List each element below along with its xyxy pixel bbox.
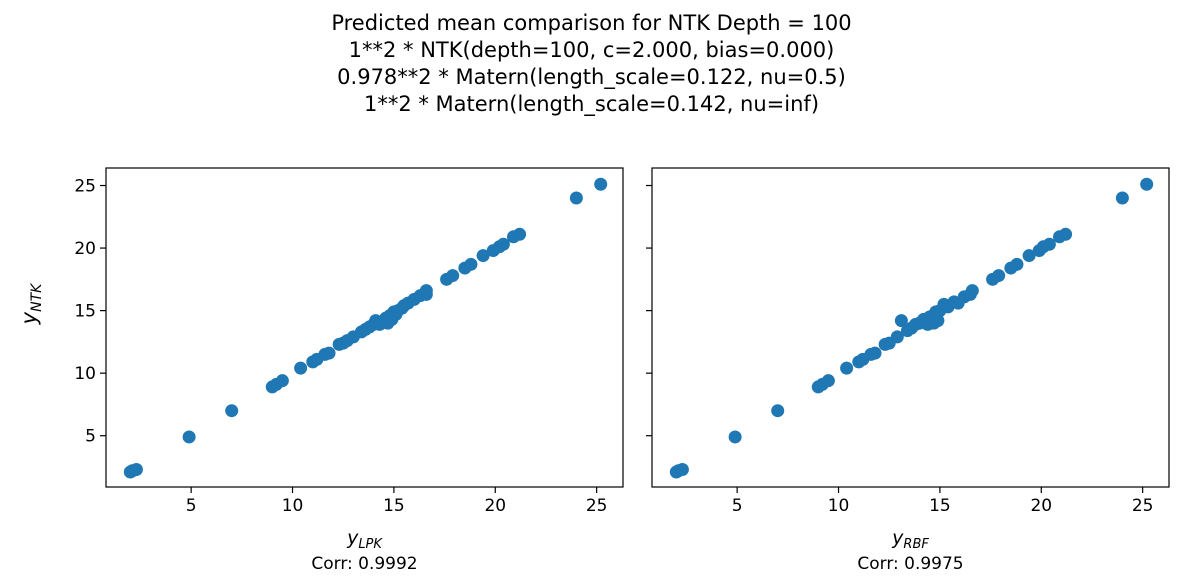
data-point: [1010, 257, 1024, 271]
data-point: [513, 227, 527, 241]
data-point: [594, 177, 608, 191]
x-ticks-rbf: 5 10 15 20 25: [732, 487, 1154, 516]
x-axis-label-sub: RBF: [903, 537, 929, 552]
data-point: [821, 374, 835, 388]
data-point: [1022, 249, 1036, 263]
y-tick-label: 15: [74, 302, 96, 322]
y-ticks-lpk: 5 10 15 20 25: [74, 177, 106, 447]
x-tick-label: 25: [1132, 496, 1154, 516]
data-point: [894, 314, 908, 328]
plot-frame-rbf: [651, 167, 1170, 488]
data-point: [419, 284, 433, 298]
data-point: [1115, 191, 1129, 205]
data-point: [965, 284, 979, 298]
title-line-4: 1**2 * Matern(length_scale=0.142, nu=inf…: [363, 92, 820, 116]
x-tick-label: 15: [929, 496, 951, 516]
data-point: [728, 430, 742, 444]
x-tick-label: 20: [484, 496, 506, 516]
data-point: [771, 404, 785, 418]
corr-label-rbf: Corr: 0.9975: [857, 554, 963, 574]
y-tick-label: 10: [74, 364, 96, 384]
x-tick-label: 10: [282, 496, 304, 516]
x-axis-label-sub: LPK: [358, 537, 383, 552]
x-axis-label-base: y: [346, 527, 359, 549]
x-axis-label-rbf: yRBF: [891, 527, 929, 552]
data-point: [129, 462, 143, 476]
data-point: [182, 430, 196, 444]
data-point: [992, 269, 1006, 283]
x-tick-label: 25: [586, 496, 608, 516]
x-tick-label: 5: [732, 496, 743, 516]
x-tick-label: 15: [383, 496, 405, 516]
data-point: [496, 237, 510, 251]
title-line-3: 0.978**2 * Matern(length_scale=0.122, nu…: [337, 65, 846, 89]
data-point: [840, 361, 854, 375]
data-point: [225, 404, 239, 418]
title-line-1: Predicted mean comparison for NTK Depth …: [331, 11, 852, 35]
data-point: [1042, 237, 1056, 251]
x-axis-label-base: y: [891, 527, 904, 549]
data-point: [569, 191, 583, 205]
data-point: [1059, 227, 1073, 241]
data-point: [275, 374, 289, 388]
y-tick-label: 20: [74, 239, 96, 259]
scatter-panel-lpk: 5 10 15 20 25 5 10 15 20 25 yLPK Corr: 0.9992: [74, 167, 624, 574]
x-ticks-lpk: 5 10 15 20 25: [186, 487, 608, 516]
data-point: [868, 346, 882, 360]
scatter-points-lpk: [123, 177, 608, 479]
data-point: [476, 249, 490, 263]
scatter-panel-rbf: 5 10 15 20 25 yRBF Corr: 0.9975: [646, 167, 1170, 574]
x-tick-label: 20: [1030, 496, 1052, 516]
x-axis-label-lpk: yLPK: [346, 527, 383, 552]
y-axis-label-base: y: [17, 311, 41, 325]
y-tick-label: 5: [85, 427, 96, 447]
corr-label-lpk: Corr: 0.9992: [311, 554, 417, 574]
scatter-points-rbf: [669, 177, 1154, 479]
data-point: [464, 257, 478, 271]
figure-title: Predicted mean comparison for NTK Depth …: [0, 10, 1183, 118]
title-line-2: 1**2 * NTK(depth=100, c=2.000, bias=0.00…: [348, 38, 835, 62]
x-tick-label: 5: [186, 496, 197, 516]
y-ticks-rbf: [646, 184, 652, 437]
data-point: [322, 346, 336, 360]
data-point: [675, 462, 689, 476]
y-tick-label: 25: [74, 177, 96, 197]
data-point: [446, 269, 460, 283]
plot-frame-lpk: [105, 167, 624, 488]
y-axis-label-sub: NTK: [29, 282, 45, 312]
data-point: [1140, 177, 1154, 191]
shared-y-axis-label: yNTK: [17, 282, 45, 325]
data-point: [931, 314, 945, 328]
data-point: [890, 330, 904, 344]
data-point: [294, 361, 308, 375]
x-tick-label: 10: [828, 496, 850, 516]
